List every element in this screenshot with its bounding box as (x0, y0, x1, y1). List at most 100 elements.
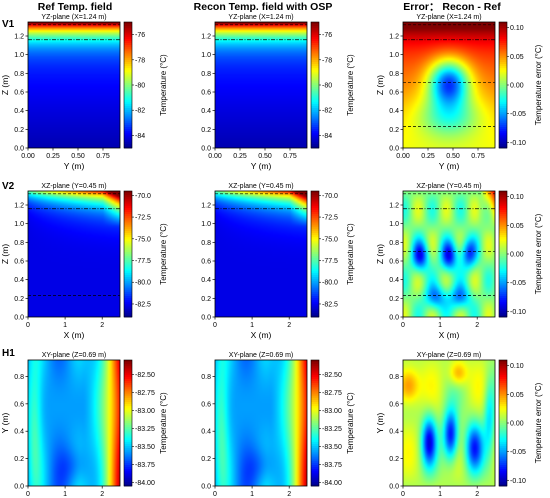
colorbar-segment (311, 91, 319, 94)
colorbar-segment (124, 435, 132, 439)
y-tick-label: 0.8 (201, 374, 211, 381)
colorbar-segment (124, 414, 132, 418)
colorbar-tick-label: -82.50 (322, 372, 342, 379)
colorbar-segment (124, 131, 132, 134)
colorbar-tick-label: -84 (135, 133, 145, 140)
colorbar-segment (311, 226, 319, 230)
colorbar-segment (124, 458, 132, 462)
colorbar-segment (311, 201, 319, 204)
colorbar-segment (311, 429, 319, 432)
colorbar-segment (499, 45, 507, 48)
colorbar-segment (124, 441, 132, 445)
colorbar-segment (124, 483, 132, 487)
colorbar-tick-label: -83.75 (135, 462, 155, 469)
y-tick-label: 0.0 (201, 484, 211, 491)
colorbar-segment (311, 47, 319, 50)
colorbar-segment (124, 389, 132, 392)
x-tick-label: 0.50 (446, 153, 460, 160)
colorbar-segment (499, 141, 507, 145)
colorbar-tick-label: -83.75 (322, 462, 342, 469)
colorbar-segment (311, 32, 319, 35)
colorbar-segment (124, 34, 132, 38)
colorbar-segment (499, 137, 507, 140)
colorbar-segment (499, 389, 507, 392)
colorbar-segment (124, 306, 132, 309)
y-tick-label: 0.8 (14, 240, 24, 247)
colorbar-label: Temperature (°C) (346, 223, 355, 285)
colorbar-segment (311, 124, 319, 128)
colorbar-segment (499, 30, 507, 33)
colorbar-segment (311, 22, 319, 25)
y-tick-label: 0.2 (14, 456, 24, 463)
colorbar-segment (124, 241, 132, 244)
heatmap-image (403, 360, 495, 486)
x-tick-label: 0.00 (21, 153, 35, 160)
colorbar-segment (124, 124, 132, 128)
colorbar-segment (124, 28, 132, 31)
colorbar-segment (124, 418, 132, 422)
colorbar-segment (311, 114, 319, 117)
colorbar-segment (311, 143, 319, 147)
colorbar-segment (311, 462, 319, 466)
colorbar-segment (311, 446, 319, 449)
heatmap-image (28, 191, 120, 317)
colorbar-segment (124, 30, 132, 33)
x-tick-label: 1 (250, 491, 254, 498)
colorbar-segment (124, 364, 132, 367)
colorbar-segment (499, 193, 507, 196)
colorbar-segment (311, 360, 319, 363)
colorbar-segment (311, 106, 319, 109)
colorbar-segment (311, 256, 319, 259)
colorbar-segment (124, 22, 132, 25)
colorbar-tick-label: -83.25 (135, 426, 155, 433)
colorbar-segment (499, 47, 507, 50)
colorbar-segment (499, 429, 507, 432)
colorbar-segment (311, 30, 319, 33)
colorbar-segment (124, 372, 132, 376)
colorbar-segment (311, 101, 319, 105)
panel-title: XZ-plane (Y=0.45 m) (41, 183, 106, 190)
colorbar-segment (499, 469, 507, 472)
colorbar-segment (124, 99, 132, 103)
colorbar-segment (499, 233, 507, 236)
colorbar-segment (499, 279, 507, 282)
y-tick-label: 1.0 (389, 221, 399, 228)
x-axis-label: X (m) (439, 330, 460, 340)
colorbar-segment (124, 45, 132, 48)
colorbar-segment (499, 26, 507, 29)
panel-title: YZ-plane (X=1.24 m) (41, 14, 106, 21)
colorbar-segment (499, 64, 507, 67)
colorbar-segment (124, 141, 132, 145)
y-tick-label: 1.0 (14, 221, 24, 228)
y-tick-label: 1.2 (201, 203, 211, 210)
colorbar-segment (499, 475, 507, 478)
y-tick-label: 0.8 (201, 240, 211, 247)
colorbar-segment (311, 279, 319, 282)
y-tick-label: 0.8 (389, 71, 399, 78)
colorbar-segment (311, 28, 319, 31)
colorbar-segment (499, 366, 507, 369)
colorbar-segment (499, 448, 507, 451)
colorbar-segment (311, 444, 319, 447)
colorbar-segment (311, 53, 319, 56)
colorbar-segment (499, 391, 507, 394)
colorbar-segment (499, 481, 507, 485)
plot-frame (27, 190, 121, 318)
colorbar: -76 -78 -80 -82 -84 Temperature (°C) (123, 21, 168, 149)
y-tick-label: 0.2 (389, 456, 399, 463)
colorbar-segment (499, 55, 507, 59)
colorbar-segment (124, 410, 132, 413)
y-tick-label: 0.4 (14, 277, 24, 284)
x-axis-label: Y (m) (439, 161, 460, 171)
colorbar-segment (311, 435, 319, 439)
colorbar-segment (124, 74, 132, 77)
y-tick-label: 0.0 (389, 484, 399, 491)
colorbar-segment (499, 118, 507, 122)
plot-frame (402, 359, 496, 487)
colorbar-segment (499, 412, 507, 415)
colorbar-tick-label: -70.0 (322, 193, 338, 200)
colorbar-segment (311, 399, 319, 403)
colorbar-segment (499, 452, 507, 455)
colorbar-segment (311, 40, 319, 44)
colorbar: -82.50 -82.75 -83.00 -83.25 -83.50 -83.75 -84.… (123, 359, 168, 487)
